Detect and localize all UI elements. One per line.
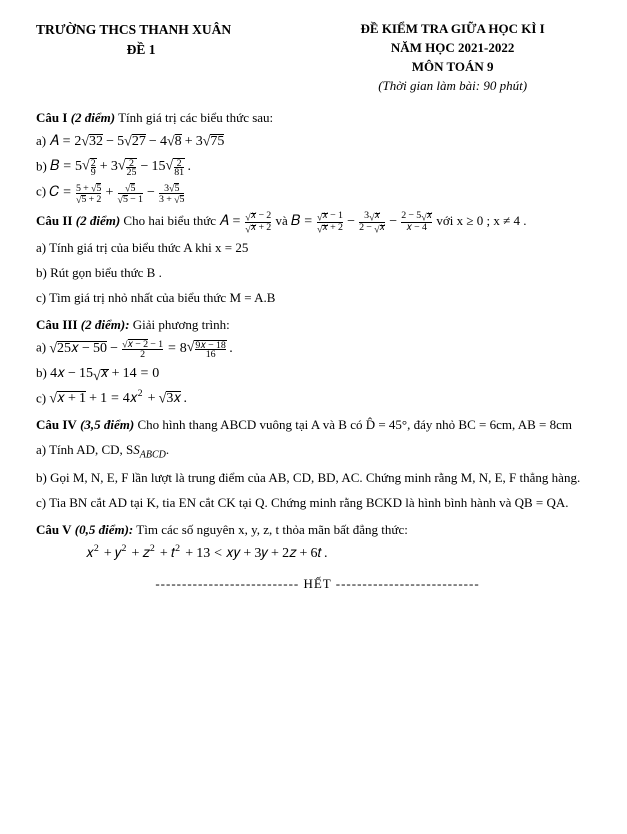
q2-b: b) Rút gọn biểu thức B . <box>36 264 599 283</box>
q2-text1: Cho hai biểu thức <box>123 213 216 228</box>
q1-c: c) C= 5+5 5+2 + 5 5−1 − 35 3+5 <box>36 182 599 203</box>
q2-title: Câu II <box>36 213 73 228</box>
q2-points: (2 điểm) <box>76 213 120 228</box>
q1-a-label: a) <box>36 133 46 148</box>
q3-c: c) x+1+1 = 4x2+3x . <box>36 389 599 408</box>
q4-title: Câu IV <box>36 417 77 432</box>
question-5: Câu V (0,5 điểm): Tìm các số nguyên x, y… <box>36 521 599 540</box>
q4-points: (3,5 điểm) <box>80 417 134 432</box>
exam-variant: ĐỀ 1 <box>36 40 306 60</box>
q1-text: Tính giá trị các biểu thức sau: <box>118 110 273 125</box>
q4-a-sub: ABCD <box>140 450 166 461</box>
q5-text: Tìm các số nguyên x, y, z, t thỏa mãn bấ… <box>136 522 408 537</box>
question-4: Câu IV (3,5 điểm) Cho hình thang ABCD vu… <box>36 416 599 435</box>
q4-a-text: a) Tính AD, CD, S <box>36 442 133 457</box>
end-marker: --------------------------- HẾT --------… <box>36 575 599 594</box>
question-2: Câu II (2 điểm) Cho hai biểu thức A= x−2… <box>36 211 599 233</box>
q3-text: Giải phương trình: <box>133 317 230 332</box>
q5-title: Câu V <box>36 522 72 537</box>
q3-b: b) 4x−15x+14=0 <box>36 364 599 383</box>
exam-duration: (Thời gian làm bài: 90 phút) <box>306 77 599 96</box>
school-name: TRƯỜNG THCS THANH XUÂN <box>36 20 306 40</box>
q2-a: a) Tính giá trị của biểu thức A khi x = … <box>36 239 599 258</box>
q4-c: c) Tia BN cắt AD tại K, tia EN cắt CK tạ… <box>36 494 599 513</box>
q3-c-label: c) <box>36 390 46 405</box>
q4-a-end: . <box>166 442 169 457</box>
header: TRƯỜNG THCS THANH XUÂN ĐỀ 1 ĐỀ KIỂM TRA … <box>36 20 599 95</box>
q3-title: Câu III <box>36 317 78 332</box>
q2-text2: và <box>276 213 288 228</box>
exam-year: NĂM HỌC 2021-2022 <box>306 39 599 58</box>
q3-a-label: a) <box>36 340 46 355</box>
q1-a: a) A= 232 −527 −48 +375 <box>36 132 599 151</box>
exam-subject: MÔN TOÁN 9 <box>306 58 599 77</box>
q4-b: b) Gọi M, N, E, F lần lượt là trung điểm… <box>36 469 599 488</box>
question-3: Câu III (2 điểm): Giải phương trình: <box>36 316 599 335</box>
question-1: Câu I (2 điểm) Tính giá trị các biểu thứ… <box>36 109 599 128</box>
q1-points: (2 điểm) <box>71 110 115 125</box>
q1-b-label: b) <box>36 158 47 173</box>
q1-b: b) B= 529 +3225 −15281 . <box>36 157 599 176</box>
q1-c-label: c) <box>36 184 46 199</box>
q5-points: (0,5 điểm): <box>75 522 133 537</box>
q4-a: a) Tính AD, CD, SSABCD. <box>36 441 599 463</box>
q3-points: (2 điểm): <box>81 317 130 332</box>
q1-title: Câu I <box>36 110 67 125</box>
q2-c: c) Tìm giá trị nhỏ nhất của biểu thức M … <box>36 289 599 308</box>
exam-title: ĐỀ KIỂM TRA GIỮA HỌC KÌ I <box>306 20 599 39</box>
q3-b-label: b) <box>36 365 47 380</box>
q4-text1: Cho hình thang ABCD vuông tại A và B có … <box>137 417 572 432</box>
q5-eq: x2+ y2+ z2+ t2+13 < xy+3y+2z+6t . <box>86 544 599 563</box>
q2-text3: với x ≥ 0 ; x ≠ 4 . <box>436 213 526 228</box>
q3-a: a) 25x−50 − x−2−1 2 = 8 9x−1816 . <box>36 338 599 358</box>
